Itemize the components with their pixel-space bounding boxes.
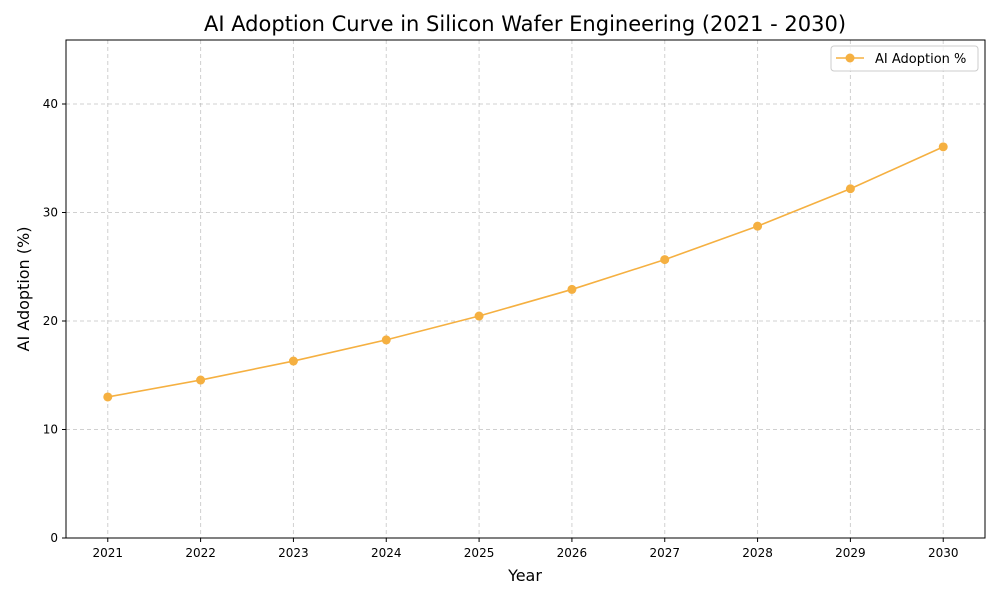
- x-tick-label: 2026: [557, 546, 588, 560]
- y-tick-label: 0: [50, 531, 58, 545]
- chart-title: AI Adoption Curve in Silicon Wafer Engin…: [204, 12, 846, 36]
- data-point: [381, 335, 391, 345]
- x-tick-label: 2029: [835, 546, 866, 560]
- x-axis-label: Year: [507, 566, 542, 585]
- x-tick-label: 2025: [464, 546, 495, 560]
- x-tick-label: 2027: [649, 546, 680, 560]
- data-point: [753, 221, 763, 231]
- legend-marker: [845, 53, 855, 63]
- legend-box: [830, 45, 979, 72]
- y-axis-ticks: 0 10 20 30 40: [43, 97, 66, 545]
- x-tick-label: 2021: [92, 546, 123, 560]
- data-point: [103, 392, 113, 402]
- data-point: [845, 184, 855, 194]
- series-line: [107, 146, 944, 398]
- data-point: [196, 375, 206, 385]
- y-tick-label: 20: [43, 314, 58, 328]
- x-tick-label: 2028: [742, 546, 773, 560]
- x-tick-label: 2022: [185, 546, 216, 560]
- y-axis-label: AI Adoption (%): [14, 227, 33, 352]
- x-tick-label: 2030: [928, 546, 959, 560]
- x-tick-label: 2024: [371, 546, 402, 560]
- y-tick-label: 40: [43, 97, 58, 111]
- grid: [66, 40, 985, 539]
- data-point: [288, 356, 298, 366]
- data-point: [938, 142, 948, 152]
- data-point: [567, 284, 577, 294]
- legend: AI Adoption %: [830, 45, 979, 72]
- y-tick-label: 10: [43, 423, 58, 437]
- data-point: [474, 311, 484, 321]
- series-layer: [103, 142, 948, 402]
- x-axis-ticks: 2021 2022 2023 2024 2025 2026 2027 2028 2029 2030: [92, 538, 959, 560]
- data-point: [660, 255, 670, 265]
- plot-frame: [65, 39, 986, 539]
- x-tick-label: 2023: [278, 546, 309, 560]
- y-tick-label: 30: [43, 206, 58, 220]
- legend-label: AI Adoption %: [875, 52, 966, 67]
